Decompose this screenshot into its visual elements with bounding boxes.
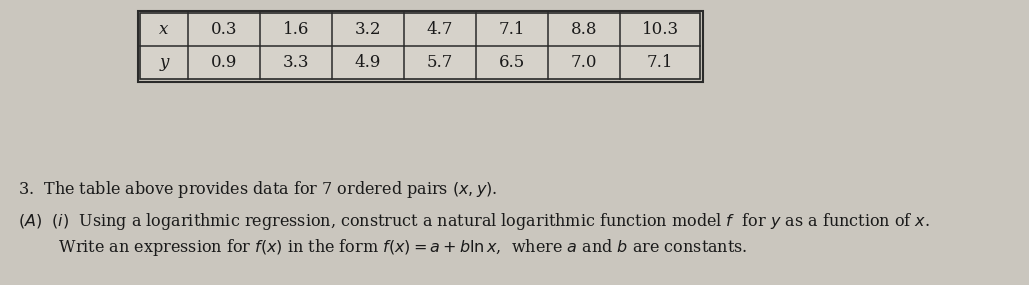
Bar bbox=[140, 13, 700, 79]
Text: 3.  The table above provides data for 7 ordered pairs $(x, y)$.: 3. The table above provides data for 7 o… bbox=[17, 178, 497, 199]
Text: 3.2: 3.2 bbox=[355, 21, 382, 38]
Text: 5.7: 5.7 bbox=[427, 54, 453, 71]
Text: 4.7: 4.7 bbox=[427, 21, 453, 38]
Bar bbox=[138, 11, 703, 82]
Text: 8.8: 8.8 bbox=[571, 21, 597, 38]
Text: y: y bbox=[159, 54, 169, 71]
Text: 10.3: 10.3 bbox=[641, 21, 678, 38]
Text: 0.3: 0.3 bbox=[211, 21, 238, 38]
Text: $(A)$  $(i)$  Using a logarithmic regression, construct a natural logarithmic fu: $(A)$ $(i)$ Using a logarithmic regressi… bbox=[17, 211, 930, 233]
Text: 7.1: 7.1 bbox=[647, 54, 673, 71]
Text: 4.9: 4.9 bbox=[355, 54, 381, 71]
Text: 0.9: 0.9 bbox=[211, 54, 238, 71]
Text: 1.6: 1.6 bbox=[283, 21, 309, 38]
Bar bbox=[140, 13, 700, 79]
Text: x: x bbox=[159, 21, 169, 38]
Text: 7.0: 7.0 bbox=[571, 54, 597, 71]
Text: Write an expression for $f(x)$ in the form $f(x)=a+b\ln x$,  where $a$ and $b$ a: Write an expression for $f(x)$ in the fo… bbox=[17, 237, 747, 258]
Text: 6.5: 6.5 bbox=[499, 54, 525, 71]
Text: 7.1: 7.1 bbox=[499, 21, 525, 38]
Text: 3.3: 3.3 bbox=[283, 54, 310, 71]
